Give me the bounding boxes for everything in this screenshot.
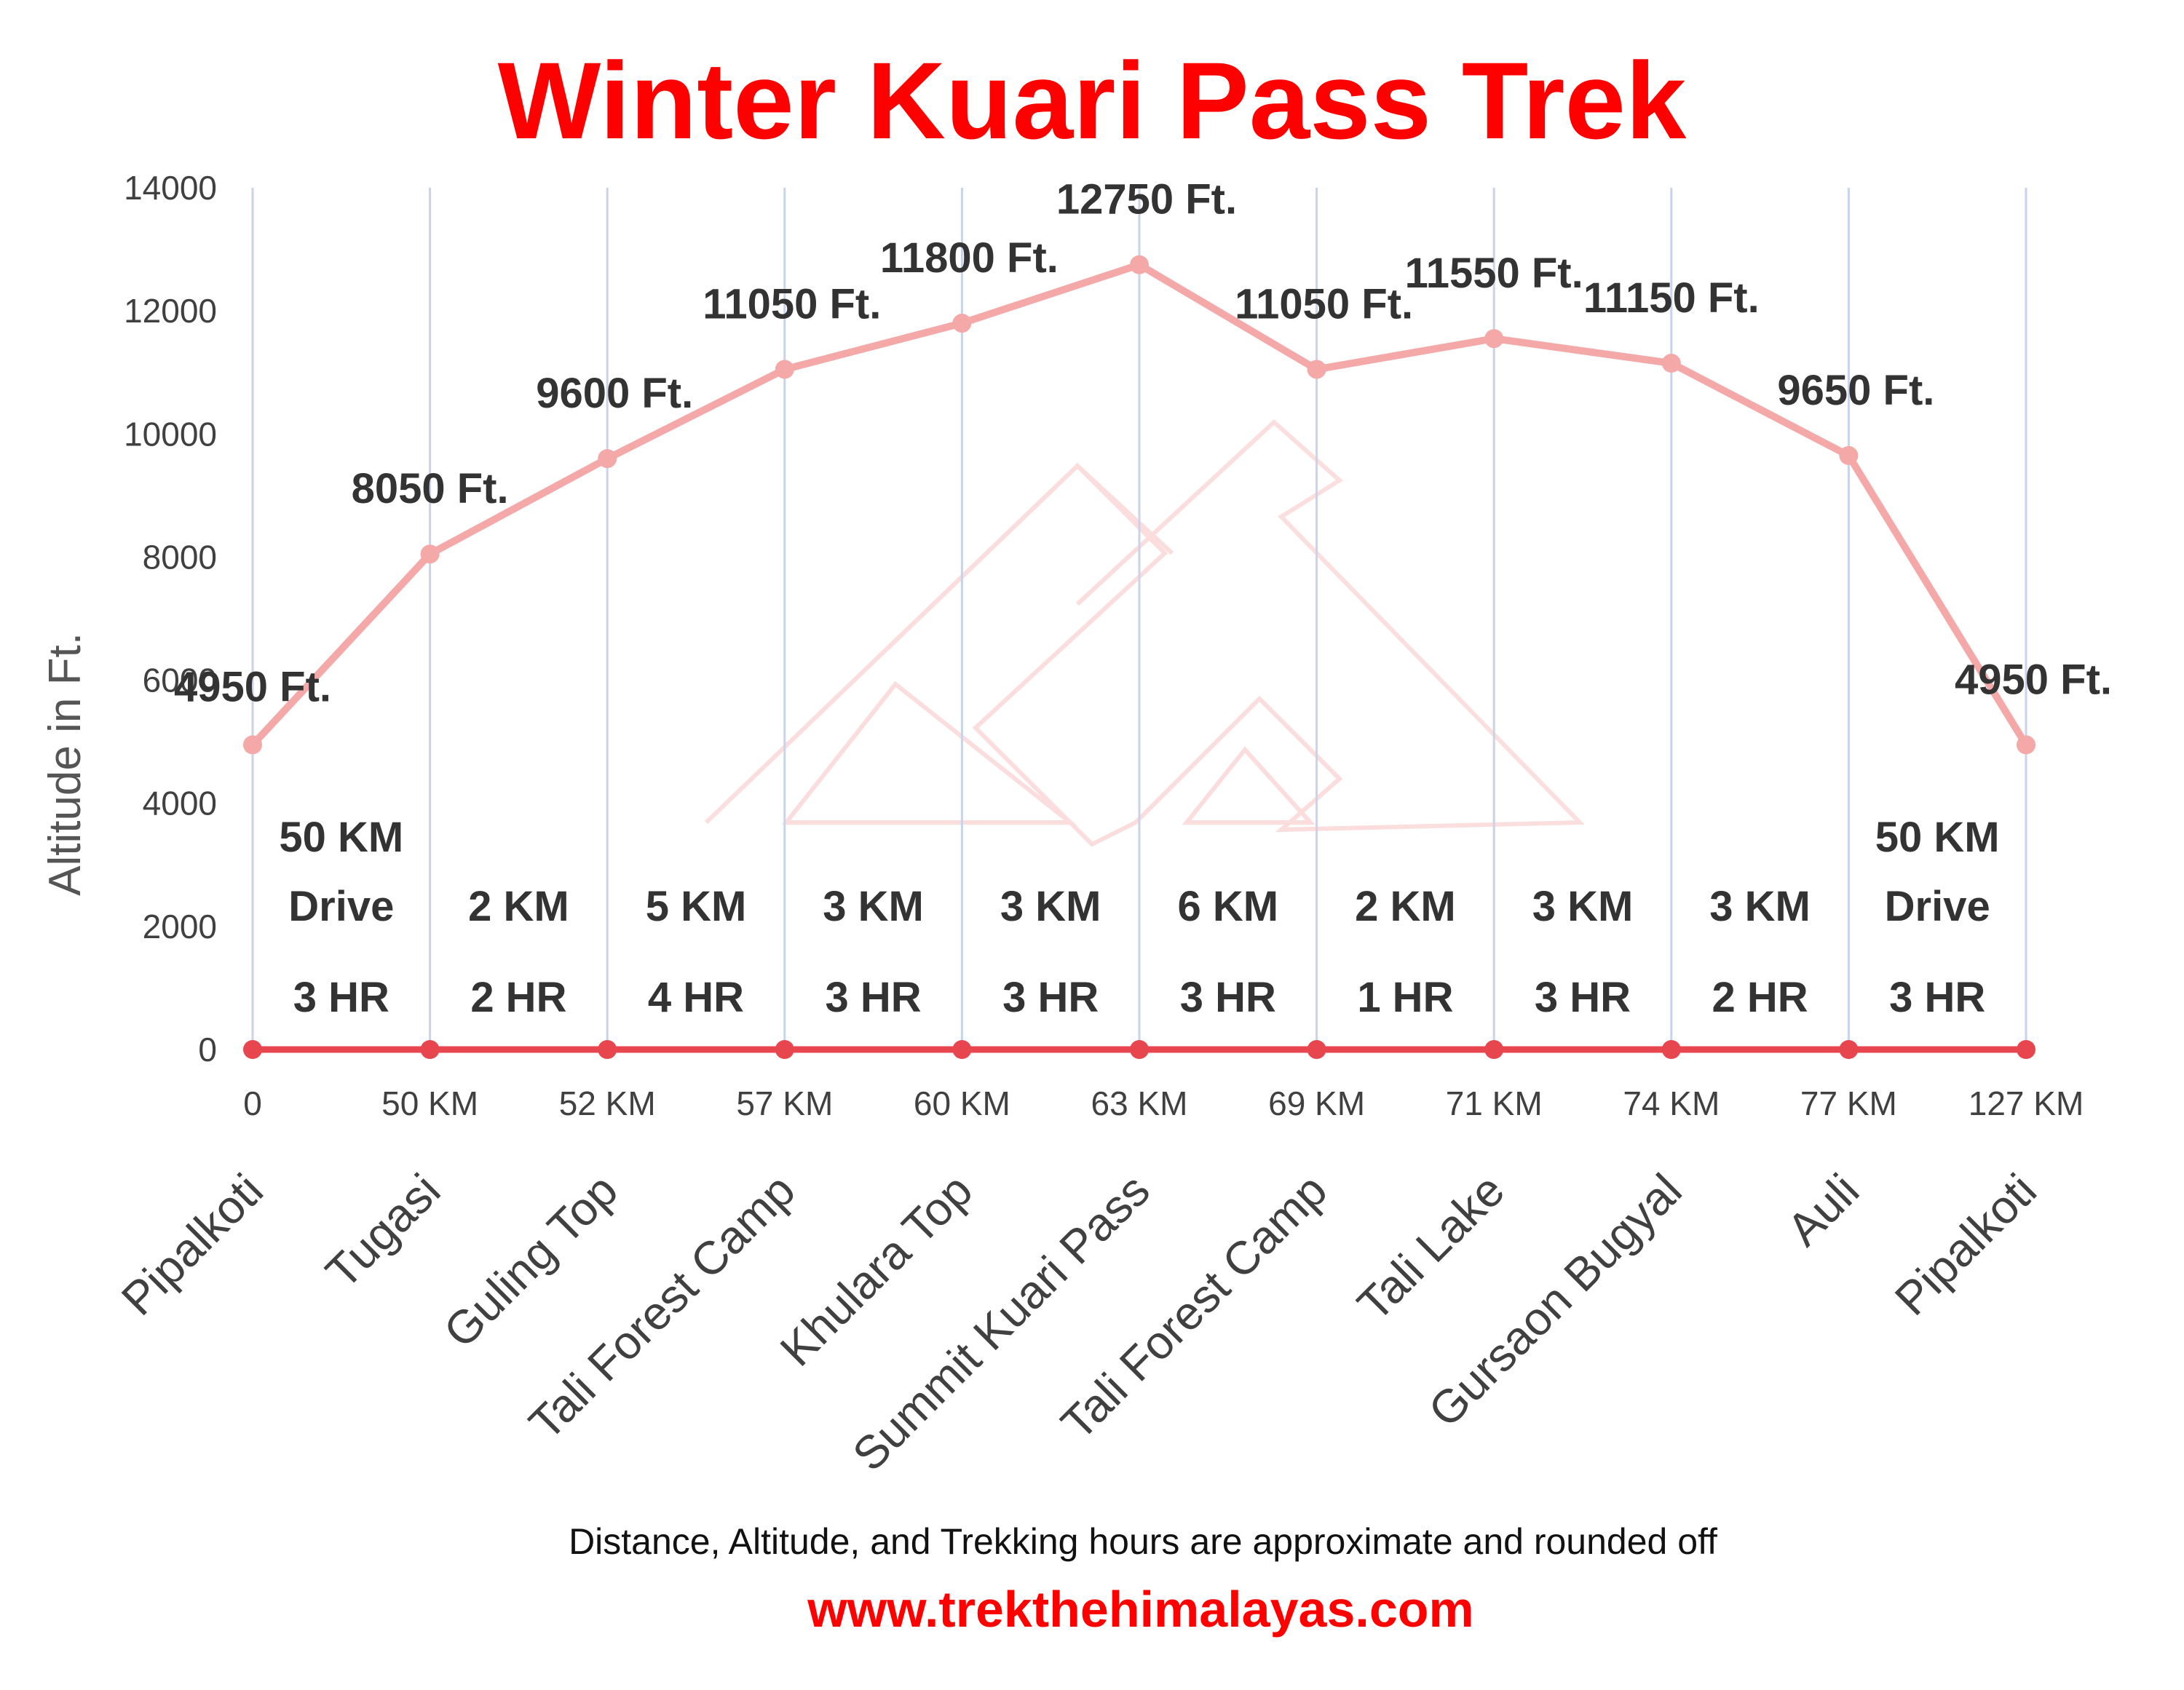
- segment-distance: 50 KM: [1875, 814, 2000, 861]
- distance-tick-label: 63 KM: [1091, 1084, 1188, 1122]
- category-label: Summit Kuari Pass: [842, 1164, 1160, 1481]
- distance-tick-label: 127 KM: [1969, 1084, 2084, 1122]
- altitude-label: 11050 Ft.: [703, 280, 881, 328]
- category-label: Pipalkoti: [1885, 1164, 2046, 1325]
- distance-tick-label: 0: [243, 1084, 262, 1122]
- segment-mode: Drive: [288, 883, 394, 930]
- y-tick-label: 12000: [124, 292, 217, 330]
- altitude-label: 9600 Ft.: [536, 370, 693, 417]
- y-tick-label: 8000: [143, 538, 217, 576]
- y-axis-label: Altitude in Ft.: [40, 632, 90, 896]
- altitude-label: 11050 Ft.: [1235, 280, 1413, 328]
- distance-tick-label: 77 KM: [1800, 1084, 1897, 1122]
- segment-distance: 50 KM: [279, 814, 403, 861]
- segment-distance: 3 KM: [1000, 883, 1101, 930]
- distance-point: [598, 1040, 617, 1059]
- distance-tick-labels: 0 50 KM 52 KM 57 KM 60 KM 63 KM 69 KM 71 KM 74 K…: [243, 1084, 2084, 1122]
- category-label: Tali Lake: [1348, 1164, 1515, 1331]
- website-url: www.trekthehimalayas.com: [807, 1581, 1474, 1638]
- segment-time: 2 HR: [470, 974, 566, 1021]
- segment-distance: 6 KM: [1178, 883, 1279, 930]
- distance-tick-label: 74 KM: [1623, 1084, 1720, 1122]
- altitude-point: [1130, 255, 1149, 274]
- altitude-label: 11150 Ft.: [1583, 274, 1760, 322]
- segment-time: 3 HR: [826, 974, 922, 1021]
- altitude-point: [775, 360, 794, 379]
- chart-title: Winter Kuari Pass Trek: [498, 39, 1687, 162]
- y-tick-label: 0: [198, 1031, 217, 1068]
- segment-time: 3 HR: [1535, 974, 1631, 1021]
- segment-time: 3 HR: [1889, 974, 1985, 1021]
- segment-time: 1 HR: [1357, 974, 1453, 1021]
- altitude-label: 12750 Ft.: [1056, 176, 1237, 223]
- category-label: Guling Top: [434, 1164, 628, 1357]
- segment-distance: 3 KM: [1709, 883, 1811, 930]
- distance-point: [1484, 1040, 1504, 1059]
- altitude-label: 11550 Ft.: [1405, 250, 1583, 297]
- altitude-series: [243, 255, 2035, 755]
- altitude-point: [1484, 329, 1504, 349]
- watermark-logo: [704, 418, 1585, 847]
- distance-tick-label: 71 KM: [1446, 1084, 1543, 1122]
- altitude-label: 8050 Ft.: [352, 465, 509, 512]
- category-label: Tugasi: [315, 1164, 450, 1298]
- altitude-point: [2017, 735, 2035, 755]
- distance-point: [2017, 1040, 2035, 1059]
- distance-point: [420, 1040, 440, 1059]
- y-axis-ticks: 0 2000 4000 6000 8000 10000 12000 14000: [124, 169, 217, 1068]
- category-label: Auli: [1777, 1164, 1869, 1255]
- y-tick-label: 4000: [143, 785, 217, 822]
- distance-tick-label: 52 KM: [559, 1084, 656, 1122]
- distance-tick-label: 60 KM: [914, 1084, 1010, 1122]
- distance-point: [1130, 1040, 1149, 1059]
- distance-tick-label: 57 KM: [736, 1084, 833, 1122]
- altitude-point: [1307, 360, 1326, 379]
- altitude-data-labels: 4950 Ft.8050 Ft.9600 Ft.11050 Ft.11800 F…: [174, 176, 2112, 711]
- distance-point: [1307, 1040, 1326, 1059]
- category-label: Pipalkoti: [111, 1164, 273, 1325]
- distance-point: [952, 1040, 972, 1059]
- altitude-label: 9650 Ft.: [1777, 367, 1934, 414]
- altitude-point: [1839, 445, 1859, 465]
- distance-tick-label: 50 KM: [381, 1084, 478, 1122]
- segment-distance: 3 KM: [1532, 883, 1634, 930]
- segment-time: 3 HR: [1002, 974, 1099, 1021]
- altitude-point: [952, 314, 972, 333]
- altitude-label: 11800 Ft.: [880, 234, 1059, 282]
- segment-time: 3 HR: [293, 974, 389, 1021]
- vertical-gridlines: [251, 188, 2027, 1050]
- distance-point: [775, 1040, 794, 1059]
- segment-distance: 3 KM: [823, 883, 924, 930]
- y-tick-label: 14000: [124, 169, 217, 207]
- y-tick-label: 2000: [143, 908, 217, 945]
- segment-distance: 5 KM: [646, 883, 747, 930]
- altitude-point: [598, 449, 617, 469]
- distance-tick-label: 69 KM: [1268, 1084, 1365, 1122]
- segment-time: 4 HR: [648, 974, 744, 1021]
- segment-mode: Drive: [1885, 883, 1990, 930]
- y-tick-label: 10000: [124, 415, 217, 453]
- altitude-label: 4950 Ft.: [1955, 656, 2112, 703]
- y-tick-label: 6000: [143, 662, 217, 699]
- altitude-point: [243, 735, 262, 755]
- distance-point: [243, 1040, 262, 1059]
- segment-distance: 2 KM: [468, 883, 569, 930]
- altitude-point: [420, 544, 440, 564]
- distance-point: [1839, 1040, 1859, 1059]
- segment-labels: 50 KM Drive 3 HR 2 KM 2 HR 5 KM 4 HR 3 KM 3 HR 3 …: [279, 814, 1999, 1021]
- segment-time: 2 HR: [1712, 974, 1808, 1021]
- footnote: Distance, Altitude, and Trekking hours a…: [569, 1521, 1717, 1562]
- segment-distance: 2 KM: [1355, 883, 1456, 930]
- altitude-label: 4950 Ft.: [174, 663, 331, 710]
- segment-time: 3 HR: [1180, 974, 1276, 1021]
- distance-series: [243, 1040, 2035, 1059]
- distance-point: [1661, 1040, 1681, 1059]
- altitude-point: [1661, 354, 1681, 373]
